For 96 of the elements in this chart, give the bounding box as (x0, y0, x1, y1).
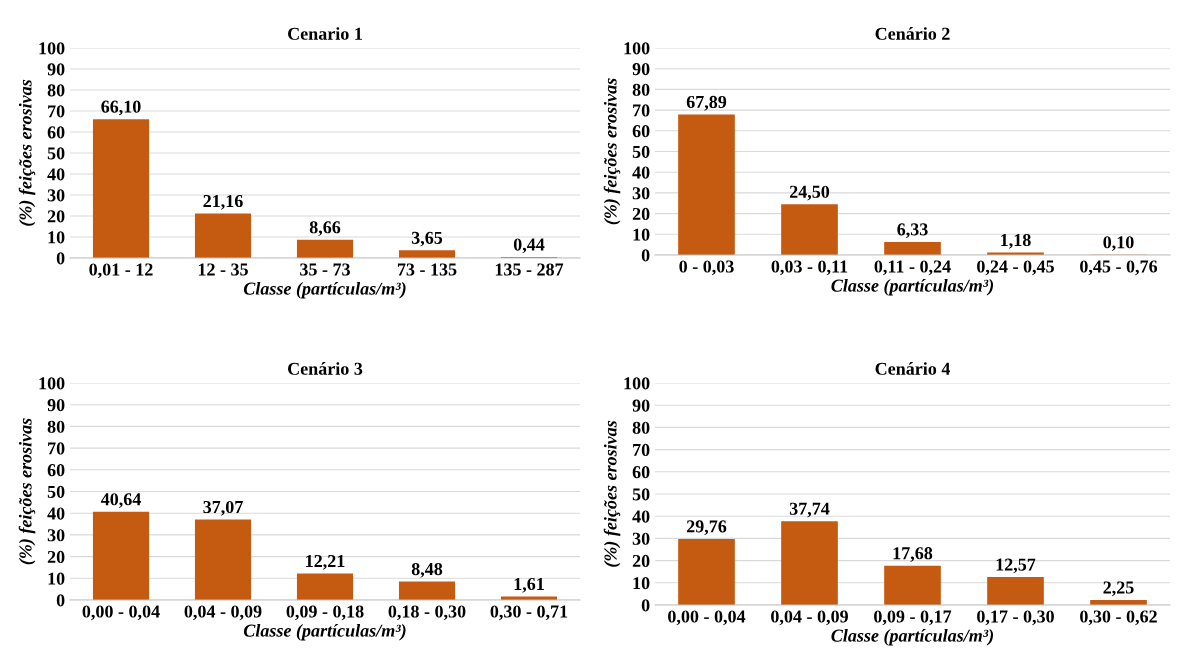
y-tick-label: 100 (39, 377, 65, 390)
y-tick-label: 0 (56, 252, 65, 265)
y-tick-label: 70 (633, 443, 650, 457)
y-tick-label: 0 (56, 594, 65, 607)
chart-title: Cenario 1 (288, 27, 362, 40)
x-tick-label: 35 - 73 (300, 263, 350, 276)
y-axis-title: (%) feições erosivas (603, 78, 621, 225)
y-tick-label: 60 (632, 125, 650, 138)
x-tick-label: 0,01 - 12 (89, 263, 153, 279)
y-tick-label: 30 (632, 532, 650, 545)
data-label: 21,16 (203, 194, 243, 210)
y-tick-label: 20 (47, 210, 65, 223)
y-tick-label: 30 (632, 187, 650, 200)
data-label: 6,33 (897, 223, 928, 239)
y-tick-label: 100 (39, 42, 65, 55)
x-tick-label: 12 - 35 (198, 263, 248, 276)
data-label: 67,89 (686, 95, 727, 111)
y-tick-label: 20 (632, 207, 650, 221)
x-tick-label: 0,24 - 0,45 (977, 260, 1054, 276)
y-tick-label: 90 (47, 63, 65, 76)
chart-title: Cenário 2 (875, 27, 950, 40)
y-tick-label: 60 (47, 464, 65, 477)
y-tick-label: 70 (633, 104, 650, 117)
y-tick-label: 80 (47, 420, 65, 433)
y-tick-label: 80 (632, 83, 650, 96)
data-label: 3,65 (411, 231, 443, 247)
x-tick-label: 0,09 - 0,18 (286, 605, 364, 621)
y-tick-label: 40 (632, 510, 650, 523)
x-tick-label: 0,03 - 0,11 (771, 260, 848, 276)
chart-title: Cenário 4 (875, 362, 951, 375)
x-tick-label: 0,09 - 0,17 (874, 610, 952, 626)
data-label: 17,68 (893, 547, 933, 562)
data-label: 12,57 (996, 558, 1036, 574)
x-tick-label: 0,30 - 0,62 (1080, 610, 1157, 626)
data-label: 24,50 (789, 185, 830, 201)
data-label: 40,64 (100, 493, 141, 508)
y-tick-label: 60 (47, 126, 65, 139)
chart-title: Cenário 3 (288, 362, 363, 375)
y-axis-title: (%) feições erosivas (18, 418, 36, 565)
y-tick-label: 70 (48, 105, 65, 118)
data-label: 8,48 (411, 562, 443, 578)
x-axis-title: Classe (partículas/m³) (831, 629, 994, 646)
y-tick-label: 40 (47, 168, 65, 181)
y-tick-label: 50 (47, 485, 65, 498)
data-label: 0,44 (513, 238, 545, 254)
y-tick-label: 40 (47, 507, 65, 520)
y-tick-label: 10 (48, 231, 65, 244)
x-tick-label: 0,00 - 0,04 (82, 605, 160, 621)
x-tick-label: 73 - 135 (397, 263, 457, 276)
y-tick-label: 80 (632, 421, 650, 434)
y-tick-label: 20 (47, 550, 65, 564)
y-tick-label: 50 (47, 147, 65, 160)
y-tick-label: 50 (632, 145, 650, 158)
y-tick-label: 90 (632, 62, 650, 76)
data-label: 8,66 (309, 221, 341, 236)
y-tick-label: 0 (641, 599, 650, 612)
y-tick-label: 40 (632, 166, 650, 179)
data-label: 0,10 (1103, 236, 1134, 251)
y-tick-label: 70 (48, 442, 65, 455)
y-axis-title: (%) feições erosivas (18, 79, 36, 226)
x-tick-label: 0,18 - 0,30 (388, 605, 466, 621)
y-tick-label: 80 (47, 84, 65, 97)
data-label: 2,25 (1103, 581, 1134, 597)
data-label: 66,10 (101, 100, 141, 116)
y-tick-label: 0 (641, 249, 650, 262)
y-tick-label: 30 (47, 529, 65, 542)
x-tick-label: 0,00 - 0,04 (668, 610, 746, 626)
y-tick-label: 60 (632, 466, 650, 479)
x-axis-title: Classe (partículas/m³) (831, 279, 994, 296)
x-axis-title: Classe (partículas/m³) (243, 624, 406, 641)
y-tick-label: 90 (47, 398, 65, 412)
x-tick-label: 0,17 - 0,30 (977, 610, 1054, 626)
data-label: 37,74 (789, 502, 830, 518)
y-tick-label: 10 (633, 228, 650, 241)
data-label: 1,18 (1001, 233, 1031, 249)
data-label: 12,21 (306, 554, 345, 570)
y-tick-label: 100 (624, 42, 650, 55)
y-tick-label: 50 (632, 488, 650, 501)
x-tick-label: 0,30 - 0,71 (490, 605, 568, 621)
x-tick-label: 0,45 - 0,76 (1080, 260, 1158, 276)
x-tick-label: 0,04 - 0,09 (184, 605, 262, 621)
y-tick-label: 20 (632, 554, 650, 568)
x-tick-label: 0 - 0,03 (679, 260, 734, 276)
y-tick-label: 30 (47, 189, 65, 202)
y-tick-label: 100 (624, 377, 650, 390)
y-tick-label: 10 (633, 577, 650, 590)
data-label: 29,76 (686, 520, 727, 536)
y-axis-title: (%) feições erosivas (603, 420, 621, 567)
x-tick-label: 0,11 - 0,24 (874, 260, 951, 276)
data-label: 37,07 (203, 500, 243, 516)
x-tick-label: 135 - 287 (495, 263, 564, 276)
x-axis-title: Classe (partículas/m³) (243, 282, 406, 299)
x-tick-label: 0,04 - 0,09 (771, 610, 848, 626)
y-tick-label: 10 (48, 572, 65, 585)
y-tick-label: 90 (632, 399, 650, 412)
data-label: 1,61 (514, 577, 544, 593)
